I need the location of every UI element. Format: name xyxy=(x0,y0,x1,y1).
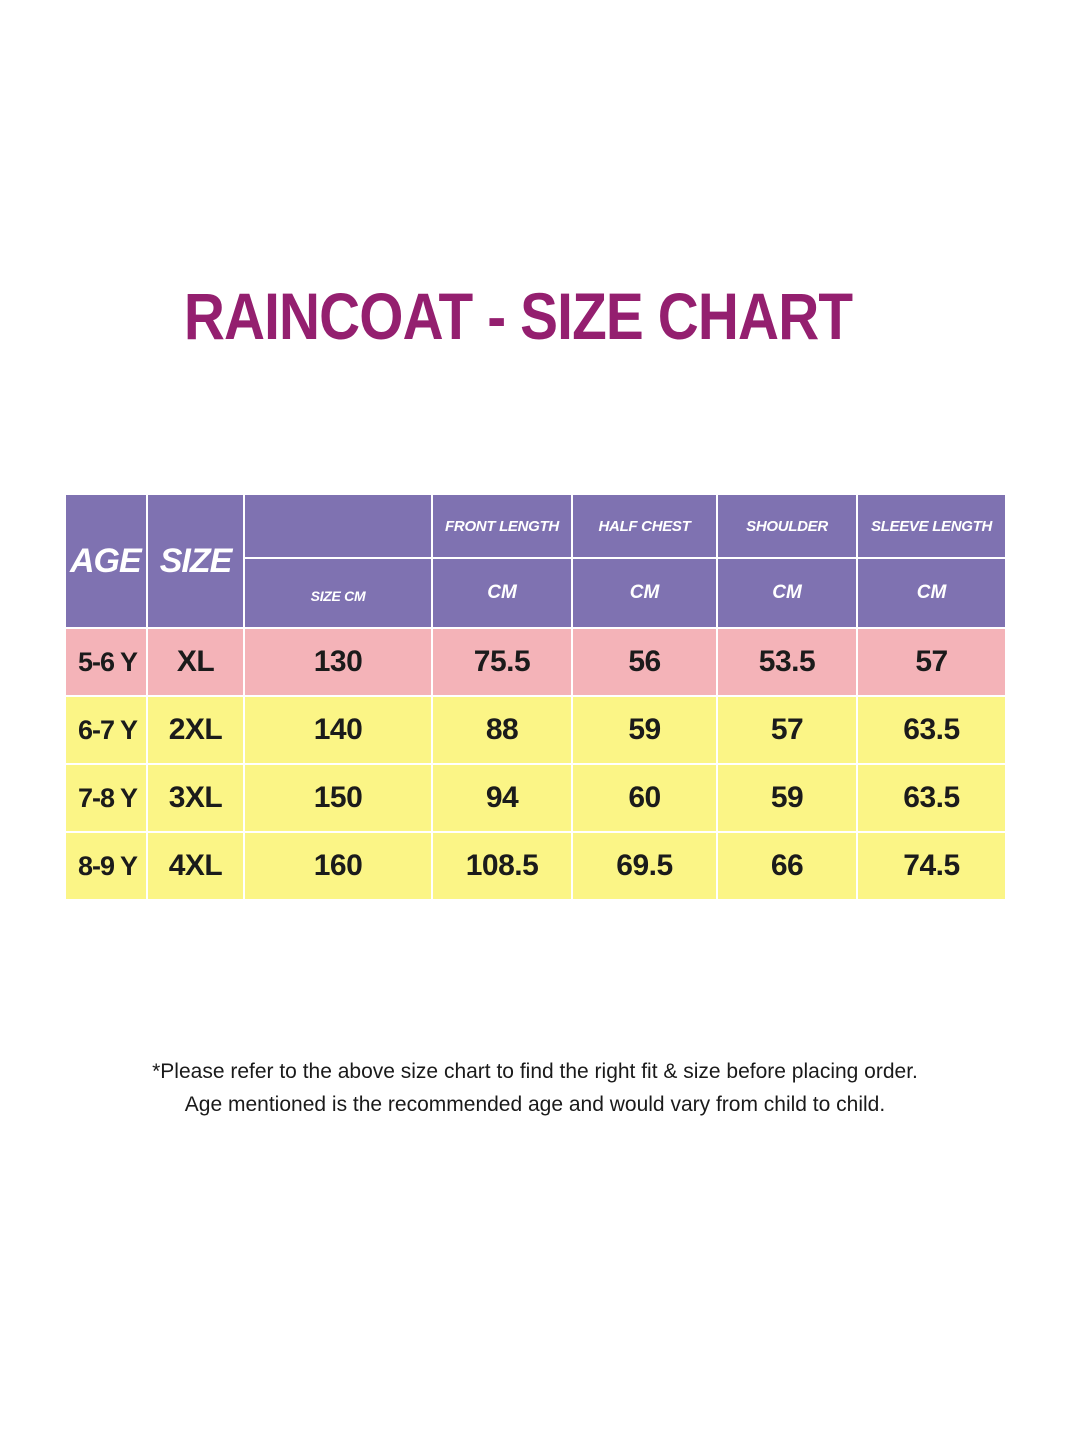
shoulder-cell: 59 xyxy=(716,763,858,833)
shoulder-cell: 53.5 xyxy=(716,627,858,697)
header-size-cm: SIZE CM xyxy=(243,557,433,629)
sleeve-length-cell: 63.5 xyxy=(856,763,1007,833)
sleeve-length-cell: 74.5 xyxy=(856,831,1007,901)
table-row: 6-7 Y 2XL 140 88 59 57 63.5 xyxy=(64,695,1007,765)
header-unit-cm: CM xyxy=(431,557,573,629)
front-length-cell: 94 xyxy=(431,763,573,833)
header-blank xyxy=(243,493,433,559)
page-title: RAINCOAT - SIZE CHART xyxy=(183,279,853,353)
table-row: 7-8 Y 3XL 150 94 60 59 63.5 xyxy=(64,763,1007,833)
size-cm-cell: 140 xyxy=(243,695,433,765)
age-cell: 8-9 Y xyxy=(64,831,148,901)
header-size: SIZE xyxy=(146,493,245,629)
age-cell: 5-6 Y xyxy=(64,627,148,697)
fit-note: *Please refer to the above size chart to… xyxy=(152,1060,918,1083)
size-cell: 2XL xyxy=(146,695,245,765)
half-chest-cell: 56 xyxy=(571,627,718,697)
half-chest-cell: 69.5 xyxy=(571,831,718,901)
half-chest-cell: 60 xyxy=(571,763,718,833)
size-cell: 3XL xyxy=(146,763,245,833)
size-cm-cell: 150 xyxy=(243,763,433,833)
header-unit-cm: CM xyxy=(716,557,858,629)
age-cell: 7-8 Y xyxy=(64,763,148,833)
sleeve-length-cell: 63.5 xyxy=(856,695,1007,765)
sleeve-length-cell: 57 xyxy=(856,627,1007,697)
front-length-cell: 88 xyxy=(431,695,573,765)
size-cm-cell: 130 xyxy=(243,627,433,697)
half-chest-cell: 59 xyxy=(571,695,718,765)
header-age: AGE xyxy=(64,493,148,629)
size-cm-cell: 160 xyxy=(243,831,433,901)
size-chart-table: AGE SIZE FRONT LENGTH HALF CHEST SHOULDE… xyxy=(64,493,1007,901)
header-unit-cm: CM xyxy=(856,557,1007,629)
age-note: Age mentioned is the recommended age and… xyxy=(184,1093,886,1116)
size-cell: XL xyxy=(146,627,245,697)
header-half-chest: HALF CHEST xyxy=(571,493,718,559)
size-cell: 4XL xyxy=(146,831,245,901)
header-shoulder: SHOULDER xyxy=(716,493,858,559)
header-sleeve-length: SLEEVE LENGTH xyxy=(856,493,1007,559)
shoulder-cell: 66 xyxy=(716,831,858,901)
shoulder-cell: 57 xyxy=(716,695,858,765)
table-row: 8-9 Y 4XL 160 108.5 69.5 66 74.5 xyxy=(64,831,1007,901)
front-length-cell: 108.5 xyxy=(431,831,573,901)
header-front-length: FRONT LENGTH xyxy=(431,493,573,559)
front-length-cell: 75.5 xyxy=(431,627,573,697)
header-unit-cm: CM xyxy=(571,557,718,629)
age-cell: 6-7 Y xyxy=(64,695,148,765)
table-row: 5-6 Y XL 130 75.5 56 53.5 57 xyxy=(64,627,1007,697)
